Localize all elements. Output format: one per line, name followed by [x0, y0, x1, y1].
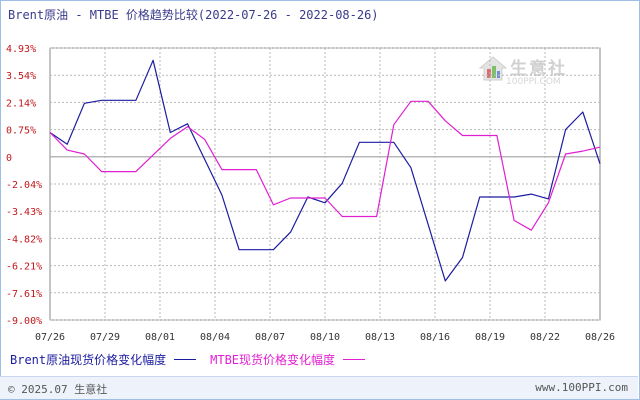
y-tick-label: -2.04% [6, 180, 42, 191]
y-tick-label: -3.43% [6, 207, 42, 218]
chart-series [49, 59, 601, 282]
footer-copyright: © 2025.07 生意社 [8, 383, 108, 396]
legend-item-mtbe: MTBE现货价格变化幅度 [210, 351, 366, 368]
y-tick-label: 3.54% [6, 71, 36, 82]
y-tick-label: 0 [6, 153, 12, 164]
chart-title: Brent原油 - MTBE 价格趋势比较(2022-07-26 - 2022-… [8, 8, 379, 22]
x-tick-label: 08/07 [255, 332, 285, 343]
footer-site-link[interactable]: www.100PPI.com [535, 381, 628, 394]
chart-grid [49, 47, 601, 321]
y-tick-label: -9.00% [6, 316, 42, 327]
y-tick-label: 4.93% [6, 44, 36, 55]
legend-swatch-brent [174, 358, 197, 360]
y-tick-label: -7.61% [6, 289, 42, 300]
series-line-brent [49, 59, 601, 282]
x-tick-label: 08/13 [365, 332, 395, 343]
legend-label-brent: Brent原油现货价格变化幅度 [10, 352, 167, 367]
chart-axes: 4.93% 3.54% 2.14% 0.75% 0 -2.04% -3.43% -4.82% -… [6, 44, 615, 343]
legend-item-brent: Brent原油现货价格变化幅度 [10, 351, 197, 368]
series-line-mtbe [49, 100, 601, 231]
watermark-brand: 生意社 [510, 59, 567, 79]
x-tick-label: 08/04 [200, 332, 230, 343]
watermark-url: 100PPI.COM [506, 77, 561, 87]
footer-bar: © 2025.07 生意社 www.100PPI.com [0, 376, 638, 399]
x-tick-label: 08/10 [310, 332, 340, 343]
y-tick-label: 0.75% [6, 126, 36, 137]
x-tick-label: 08/19 [475, 332, 505, 343]
x-tick-label: 08/01 [145, 332, 175, 343]
x-tick-label: 08/22 [530, 332, 560, 343]
y-tick-label: -4.82% [6, 234, 42, 245]
house-logo-icon [478, 56, 508, 81]
legend-swatch-mtbe [343, 358, 366, 360]
x-tick-label: 07/29 [90, 332, 120, 343]
legend-label-mtbe: MTBE现货价格变化幅度 [210, 352, 336, 367]
x-tick-label: 07/26 [35, 332, 65, 343]
y-tick-label: 2.14% [6, 98, 36, 109]
chart-legend: Brent原油现货价格变化幅度 MTBE现货价格变化幅度 [10, 351, 379, 367]
x-tick-label: 08/26 [585, 332, 615, 343]
watermark-logo: 生意社 100PPI.COM [478, 52, 578, 94]
x-tick-label: 08/16 [420, 332, 450, 343]
y-tick-label: -6.21% [6, 262, 42, 273]
